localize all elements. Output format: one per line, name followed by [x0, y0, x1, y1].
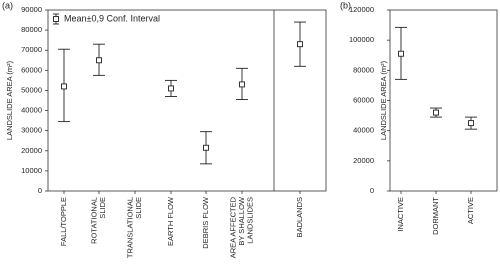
y-tick-label: 10000 — [21, 166, 42, 175]
x-tick-label: DORMANT — [431, 197, 440, 235]
x-tick-label: BADLANDS — [295, 197, 304, 237]
x-tick-label: SLIDE — [98, 197, 107, 219]
plot-frame — [389, 9, 498, 192]
legend-label: Mean±0,9 Conf. Interval — [64, 13, 160, 23]
y-tick-label: 100000 — [349, 35, 374, 44]
mean-marker — [468, 120, 474, 127]
mean-marker — [398, 50, 404, 57]
legend-marker — [53, 16, 59, 22]
panel-label: (b) — [340, 0, 351, 10]
x-tick-label: DEBRIS FLOW — [201, 196, 210, 249]
mean-marker — [168, 85, 174, 92]
x-tick-label: AREA AFFECTED — [228, 196, 237, 258]
y-tick-label: 40000 — [353, 126, 374, 135]
y-tick-label: 90000 — [21, 5, 42, 14]
y-axis-label: LANDSLIDE AREA (m²) — [379, 60, 388, 140]
x-tick-label: EARTH FLOW — [166, 196, 175, 246]
mean-marker — [61, 83, 67, 90]
x-tick-label: TRANSLATIONAL — [126, 197, 135, 258]
y-tick-label: 80000 — [21, 25, 42, 34]
plot-frame — [47, 9, 327, 192]
x-tick-label: INACTIVE — [396, 197, 405, 232]
y-tick-label: 70000 — [21, 45, 42, 54]
mean-marker — [96, 57, 102, 64]
y-tick-label: 40000 — [21, 106, 42, 115]
mean-marker — [239, 81, 245, 88]
y-tick-label: 60000 — [353, 95, 374, 104]
x-tick-label: ROTATIONAL — [90, 197, 99, 244]
y-tick-label: 50000 — [21, 85, 42, 94]
y-tick-label: 0 — [370, 186, 374, 195]
y-tick-label: 30000 — [21, 126, 42, 135]
x-tick-label: ACTIVE — [466, 197, 475, 224]
y-tick-label: 120000 — [349, 5, 374, 14]
x-tick-label: FALL/TOPPLE — [59, 197, 68, 246]
mean-marker — [297, 41, 303, 48]
y-tick-label: 20000 — [353, 156, 374, 165]
x-tick-label: SLIDE — [134, 197, 143, 219]
y-axis-label: LANDSLIDE AREA (m²) — [5, 60, 14, 140]
mean-marker — [203, 144, 209, 151]
y-tick-label: 60000 — [21, 65, 42, 74]
y-tick-label: 0 — [38, 186, 42, 195]
mean-marker — [433, 109, 439, 116]
y-tick-label: 80000 — [353, 65, 374, 74]
y-tick-label: 20000 — [21, 146, 42, 155]
panel-label: (a) — [2, 0, 13, 10]
x-tick-label: LANDSLIDES — [245, 197, 254, 244]
x-tick-label: BY SHALLOW — [237, 196, 246, 246]
